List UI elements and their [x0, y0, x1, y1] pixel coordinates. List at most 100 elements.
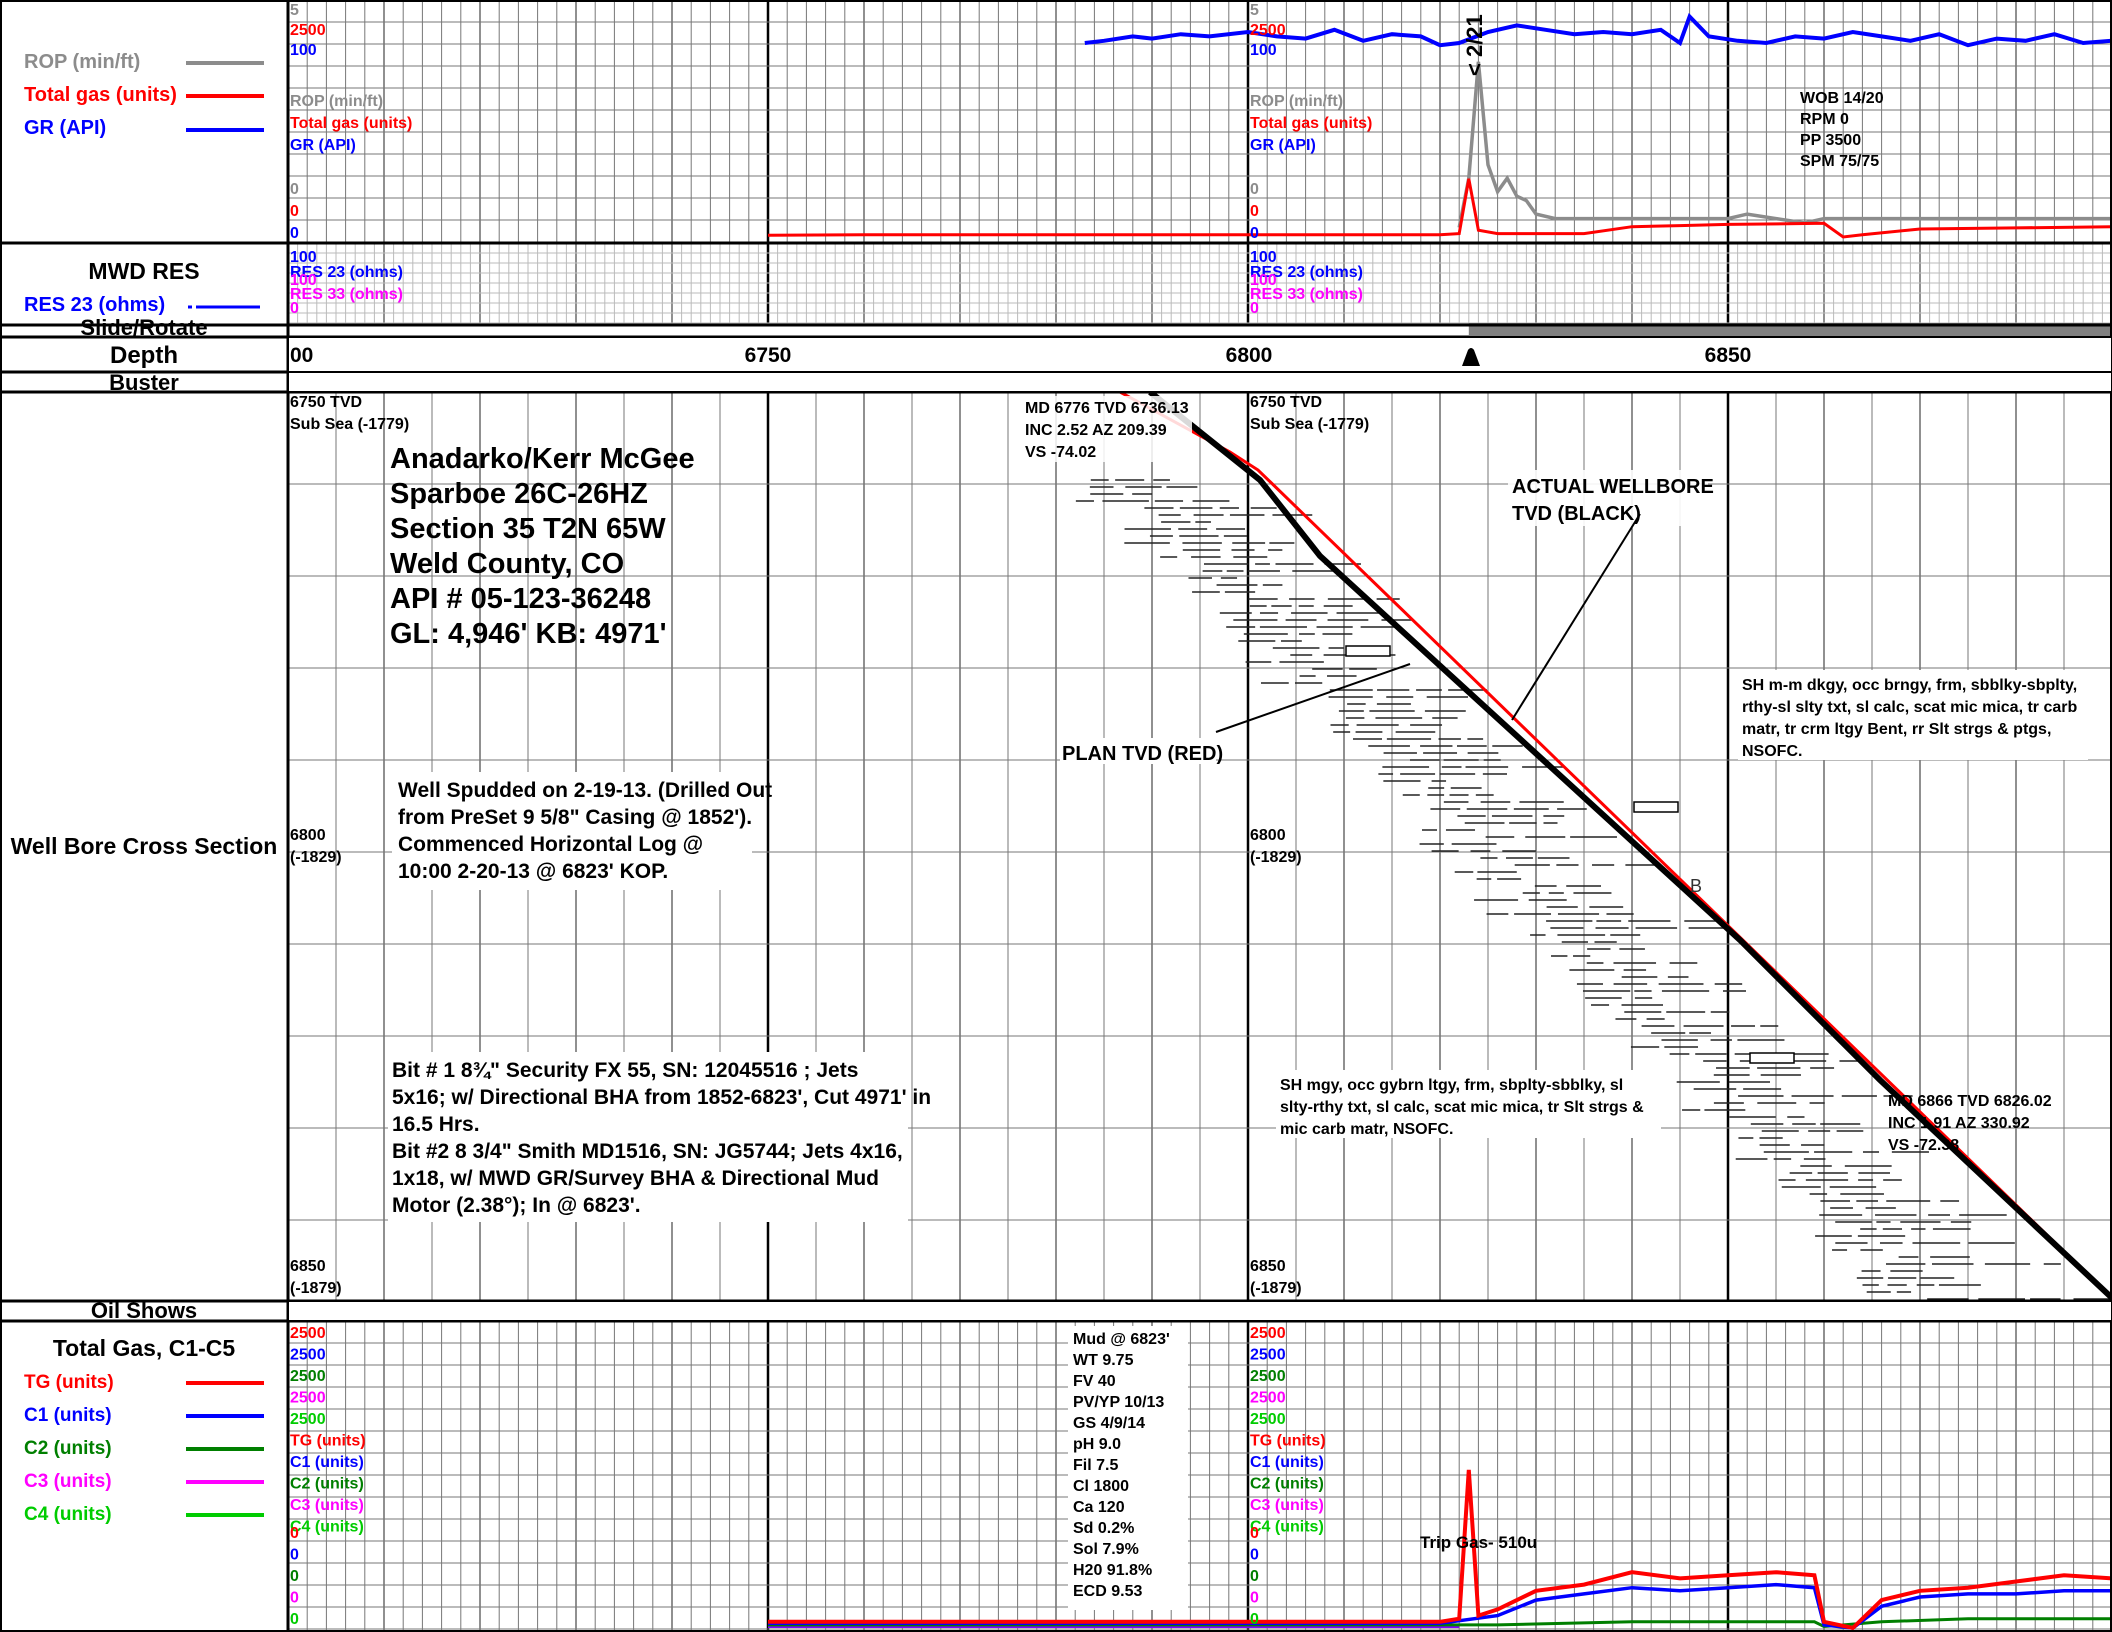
plan-tvd-leader: [1215, 663, 1411, 733]
scale-label: C4 (units): [290, 1519, 364, 1536]
bit-note-background: [388, 1052, 908, 1222]
tvd-label: 6800: [290, 827, 326, 844]
depth-tick-label: 6800: [1226, 344, 1273, 367]
drilling-param: SPM 75/75: [1800, 153, 1879, 170]
mud-properties: Mud @ 6823' WT 9.75 FV 40 PV/YP 10/13 GS…: [1068, 1326, 1188, 1610]
well-info-line: GL: 4,946' KB: 4971': [390, 618, 667, 650]
mud-prop: ECD 9.53: [1073, 1583, 1142, 1600]
gas-legend-label: TG (units): [24, 1372, 114, 1393]
gas-legend-label: C3 (units): [24, 1471, 112, 1492]
lithology-description-2: SH mgy, occ gybrn ltgy, frm, sbplty-sbbl…: [1276, 1070, 1661, 1138]
survey-line: INC 1.91 AZ 330.92: [1888, 1115, 2030, 1132]
cross-section-label: Well Bore Cross Section: [11, 833, 278, 859]
lithology-line: rthy-sl slty txt, sl calc, scat mic mica…: [1742, 699, 2077, 716]
scale-label: 0: [290, 181, 299, 198]
survey-line: VS -72.38: [1888, 1137, 1959, 1154]
scale-label: 0: [290, 1590, 299, 1607]
lithology-line: mic carb matr, NSOFC.: [1280, 1121, 1453, 1138]
lithology-marker: [1345, 645, 1391, 657]
scale-label: C1 (units): [1250, 1454, 1324, 1471]
scale-label: 2500: [1250, 1390, 1286, 1407]
tvd-label: (-1879): [290, 1280, 342, 1297]
well-info-line: Sparboe 26C-26HZ: [390, 478, 648, 510]
mud-prop: H20 91.8%: [1073, 1562, 1152, 1579]
actual-wellbore-label: TVD (BLACK): [1512, 503, 1641, 525]
scale-label: C3 (units): [290, 1497, 364, 1514]
well-info-block: Anadarko/Kerr McGee Sparboe 26C-26HZ Sec…: [390, 443, 695, 650]
survey-1-background: [1022, 396, 1192, 462]
scale-label: 0: [1250, 1611, 1259, 1628]
mud-prop: Ca 120: [1073, 1499, 1125, 1516]
total-gas-c1c5-title: Total Gas, C1-C5: [53, 1335, 236, 1361]
lithology-marker: [1633, 801, 1679, 813]
bit-note-line: Bit # 1 8¾" Security FX 55, SN: 12045516…: [392, 1059, 858, 1082]
plan-tvd-background: [1060, 738, 1216, 764]
survey-line: MD 6866 TVD 6826.02: [1888, 1093, 2052, 1110]
wellbore-annotations: ACTUAL WELLBORE TVD (BLACK) PLAN TVD (RE…: [1060, 470, 1714, 765]
bit-note: Bit # 1 8¾" Security FX 55, SN: 12045516…: [388, 1052, 931, 1222]
depth-track-background: [289, 338, 2111, 371]
mud-prop: Sd 0.2%: [1073, 1520, 1134, 1537]
well-info-line: API # 05-123-36248: [390, 583, 651, 615]
scale-label: 2500: [290, 22, 326, 39]
scale-label: 0: [1250, 203, 1259, 220]
scale-label: 0: [290, 225, 299, 242]
gr-curve: [1084, 12, 2112, 48]
mud-prop: GS 4/9/14: [1073, 1415, 1145, 1432]
survey-line: INC 2.52 AZ 209.39: [1025, 422, 1167, 439]
scale-label: 2500: [290, 1325, 326, 1342]
tvd-labels: 6750 TVD Sub Sea (-1779) 6800 (-1829) 68…: [290, 394, 1369, 1297]
scale-label: 2500: [290, 1390, 326, 1407]
lithology-line: matr, tr crm ltgy Bent, rr Slt strgs & p…: [1742, 721, 2051, 738]
mud-prop: Mud @ 6823': [1073, 1331, 1170, 1348]
bit-note-line: 1x18, w/ MWD GR/Survey BHA & Directional…: [392, 1167, 879, 1190]
gr-legend-label: GR (API): [24, 117, 106, 139]
bit-note-line: Motor (2.38°); In @ 6823'.: [392, 1194, 641, 1217]
scale-label: 2500: [1250, 1368, 1286, 1385]
scale-label: RES 23 (ohms): [290, 264, 403, 281]
spud-note-line: from PreSet 9 5/8" Casing @ 1852').: [398, 806, 752, 829]
oil-shows-track-background: [289, 1302, 2111, 1320]
scale-label: 2500: [1250, 1347, 1286, 1364]
survey-2-label: MD 6866 TVD 6826.02 INC 1.91 AZ 330.92 V…: [1888, 1093, 2052, 1154]
scale-label: 100: [290, 42, 317, 59]
drilling-params: WOB 14/20 RPM 0 PP 3500 SPM 75/75: [1800, 90, 1884, 170]
bit-note-line: 5x16; w/ Directional BHA from 1852-6823'…: [392, 1086, 931, 1109]
mud-prop: WT 9.75: [1073, 1352, 1134, 1369]
rop-curve: [1457, 61, 2112, 228]
tvd-label: 6850: [290, 1258, 326, 1275]
scale-label: C2 (units): [1250, 1476, 1324, 1493]
gas-legend-label: C4 (units): [24, 1504, 112, 1525]
depth-tick-label: 00: [290, 344, 313, 367]
tvd-label: 6750 TVD: [1250, 394, 1322, 411]
spud-note: Well Spudded on 2-19-13. (Drilled Out fr…: [392, 772, 772, 890]
mud-prop: pH 9.0: [1073, 1436, 1121, 1453]
tvd-label: (-1829): [290, 849, 342, 866]
lithology-1-background: [1738, 670, 2088, 760]
scale-label: 0: [1250, 181, 1259, 198]
spud-note-line: 10:00 2-20-13 @ 6823' KOP.: [398, 860, 668, 883]
scale-label: 100: [1250, 249, 1277, 266]
track-scale-labels: 5 2500 100 ROP (min/ft) Total gas (units) GR …: [290, 2, 1372, 1628]
scale-label: 0: [290, 1525, 299, 1542]
lithology-line: SH m-m dkgy, occ brngy, frm, sbblky-sbpl…: [1742, 677, 2077, 694]
scale-label: 2500: [290, 1368, 326, 1385]
scale-label: 0: [1250, 1547, 1259, 1564]
scale-label: 100: [1250, 42, 1277, 59]
trip-gas-label: Trip Gas- 510u: [1420, 1533, 1537, 1552]
scale-label: 2500: [1250, 1325, 1286, 1342]
mud-prop: FV 40: [1073, 1373, 1116, 1390]
spud-note-line: Well Spudded on 2-19-13. (Drilled Out: [398, 779, 772, 802]
lithology-description-1: SH m-m dkgy, occ brngy, frm, sbblky-sbpl…: [1738, 670, 2088, 760]
actual-wellbore-leader: [1511, 513, 1641, 721]
date-marker: < 2/21: [1462, 14, 1487, 76]
scale-label: C4 (units): [1250, 1519, 1324, 1536]
plan-tvd-label: PLAN TVD (RED): [1062, 743, 1223, 765]
survey-line: MD 6776 TVD 6736.13: [1025, 400, 1189, 417]
drilling-param: PP 3500: [1800, 132, 1861, 149]
scale-label: C3 (units): [1250, 1497, 1324, 1514]
tvd-label: (-1829): [1250, 849, 1302, 866]
scale-label: 0: [290, 1611, 299, 1628]
tvd-label: (-1879): [1250, 1280, 1302, 1297]
lithology-line: slty-rthy txt, sl calc, scat mic mica, t…: [1280, 1099, 1644, 1116]
